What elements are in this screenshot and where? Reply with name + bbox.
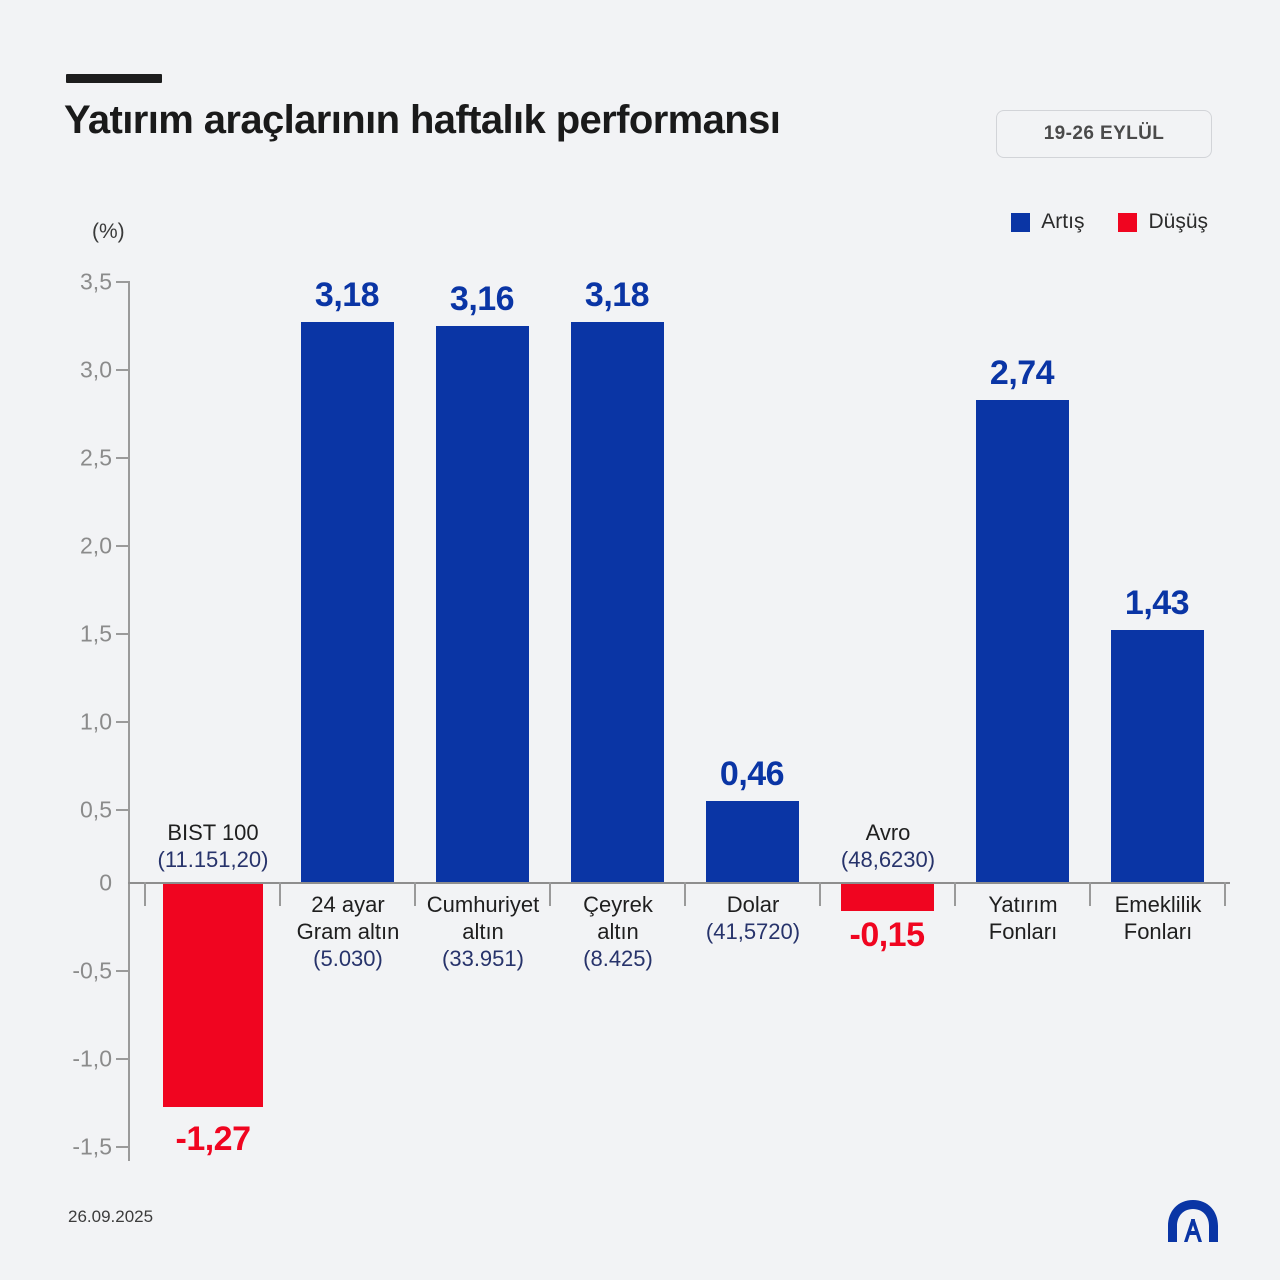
category-name-line2: Gram altın	[296, 918, 400, 944]
category-value: (5.030)	[313, 945, 383, 971]
legend-label-decrease: Düşüş	[1148, 210, 1208, 233]
bar-yatirim-fonlari	[976, 400, 1069, 882]
category-label-dolar: Dolar (41,5720)	[673, 892, 833, 946]
title-accent-rule	[66, 74, 162, 83]
category-name-line1: Yatırım	[988, 892, 1058, 917]
category-label-gram-altin: 24 ayar Gram altın (5.030)	[268, 892, 428, 972]
y-tick-mark	[116, 809, 129, 811]
x-axis-tick	[1224, 882, 1226, 906]
x-axis-tick	[279, 882, 281, 906]
page-title: Yatırım araçlarının haftalık performansı	[64, 98, 781, 142]
y-tick-label: -1,0	[72, 1045, 112, 1072]
y-tick-label: 2,5	[80, 444, 112, 471]
category-name-line1: Cumhuriyet	[426, 892, 540, 917]
aa-logo-icon	[1162, 1198, 1224, 1244]
bar-value-yatirim-fonlari: 2,74	[989, 354, 1055, 392]
y-tick-mark	[116, 633, 129, 635]
bar-value-emeklilik-fonlari: 1,43	[1124, 584, 1190, 622]
category-name-line2: Fonları	[988, 918, 1058, 944]
bar-value-gram-altin: 3,18	[314, 276, 380, 314]
category-label-cumhuriyet-altin: Cumhuriyet altın (33.951)	[403, 892, 563, 972]
zero-baseline	[128, 882, 1230, 884]
bar-value-dolar: 0,46	[719, 755, 785, 793]
date-range-badge: 19-26 EYLÜL	[996, 110, 1212, 158]
category-value: (41,5720)	[705, 918, 801, 944]
legend-swatch-decrease	[1118, 212, 1138, 232]
y-tick-mark	[116, 721, 129, 723]
category-value: (8.425)	[583, 945, 653, 971]
bar-dolar	[706, 801, 799, 882]
y-tick-mark	[116, 1146, 129, 1148]
bar-value-avro: -0,15	[849, 916, 926, 954]
legend-item-increase: Artış	[1011, 210, 1084, 234]
y-tick-mark	[116, 281, 129, 283]
y-tick-mark	[116, 545, 129, 547]
x-axis-tick	[819, 882, 821, 906]
y-tick-mark	[116, 369, 129, 371]
bar-bist-100	[163, 884, 263, 1107]
category-label-avro: Avro (48,6230)	[808, 820, 968, 874]
category-name-line2: altın	[462, 918, 504, 944]
y-axis-line	[128, 281, 130, 1161]
x-axis-tick	[954, 882, 956, 906]
bar-value-ceyrek-altin: 3,18	[584, 276, 650, 314]
category-label-yatirim-fonlari: Yatırım Fonları	[943, 892, 1103, 946]
category-name-line1: Çeyrek	[583, 892, 653, 917]
x-axis-tick	[684, 882, 686, 906]
y-tick-label: 1,0	[80, 708, 112, 735]
x-axis-tick	[549, 882, 551, 906]
y-tick-mark	[116, 1058, 129, 1060]
y-tick-label-zero: 0	[99, 869, 112, 896]
category-name: BIST 100	[167, 820, 259, 845]
y-tick-label: 2,0	[80, 532, 112, 559]
bar-emeklilik-fonlari	[1111, 630, 1204, 882]
chart-legend: Artış Düşüş	[1011, 210, 1208, 234]
y-axis-unit-label: (%)	[92, 220, 125, 243]
publication-date: 26.09.2025	[68, 1207, 154, 1226]
bar-value-bist-100: -1,27	[175, 1120, 252, 1158]
category-value: (11.151,20)	[157, 846, 269, 872]
category-value: (48,6230)	[840, 846, 936, 872]
legend-item-decrease: Düşüş	[1118, 210, 1208, 234]
y-tick-label: -0,5	[72, 957, 112, 984]
category-label-bist-100: BIST 100 (11.151,20)	[133, 820, 293, 874]
legend-label-increase: Artış	[1041, 210, 1085, 233]
x-axis-tick	[144, 882, 146, 906]
y-tick-label: 0,5	[80, 796, 112, 823]
legend-swatch-increase	[1011, 212, 1031, 232]
category-value: (33.951)	[442, 945, 524, 971]
y-tick-label: 3,5	[80, 268, 112, 295]
y-tick-label: 1,5	[80, 620, 112, 647]
bar-gram-altin	[301, 322, 394, 882]
category-name-line1: 24 ayar	[311, 892, 385, 917]
x-axis-tick	[1089, 882, 1091, 906]
category-name-line2: Fonları	[1123, 918, 1193, 944]
category-label-ceyrek-altin: Çeyrek altın (8.425)	[538, 892, 698, 972]
bar-ceyrek-altin	[571, 322, 664, 882]
category-name-line2: altın	[597, 918, 639, 944]
bar-avro	[841, 884, 934, 911]
y-tick-mark	[116, 457, 129, 459]
bar-cumhuriyet-altin	[436, 326, 529, 882]
y-tick-label: 3,0	[80, 356, 112, 383]
category-label-emeklilik-fonlari: Emeklilik Fonları	[1078, 892, 1238, 946]
y-tick-label: -1,5	[72, 1133, 112, 1160]
y-tick-mark	[116, 970, 129, 972]
category-name: Dolar	[726, 892, 780, 917]
bar-value-cumhuriyet-altin: 3,16	[449, 280, 515, 318]
category-name-line1: Emeklilik	[1114, 892, 1202, 917]
category-name: Avro	[865, 820, 911, 845]
x-axis-tick	[414, 882, 416, 906]
